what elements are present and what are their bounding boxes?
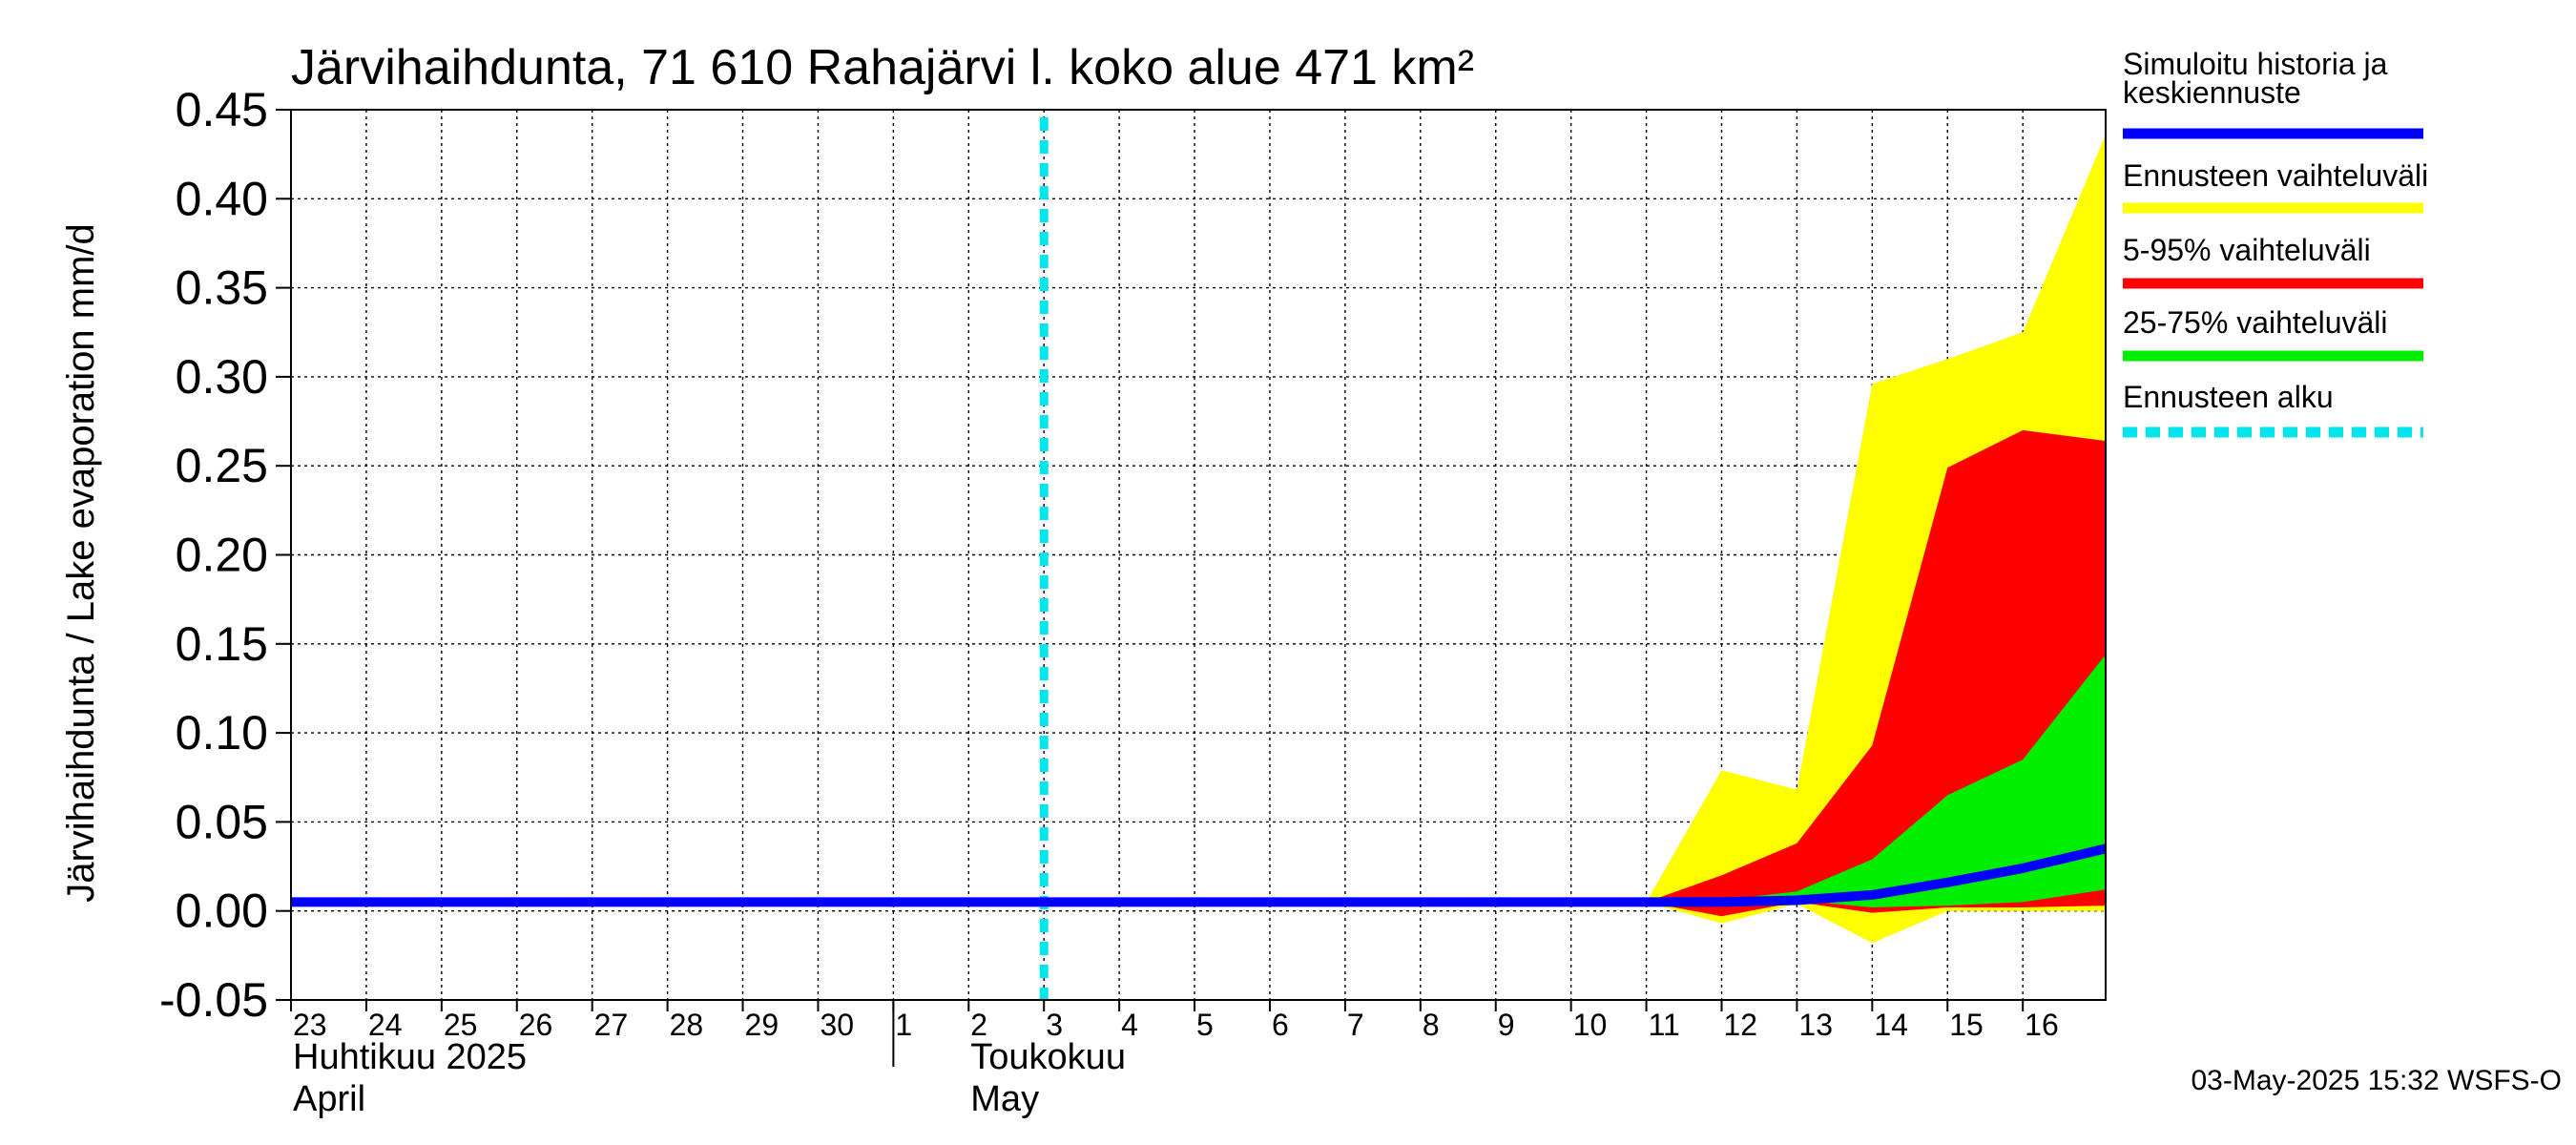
x-tick-label: 3 <box>1046 1008 1063 1042</box>
x-tick-label: 27 <box>594 1008 629 1042</box>
y-axis-label: Järvihaihdunta / Lake evaporation mm/d <box>60 223 102 903</box>
month-label-fi: Huhtikuu 2025 <box>293 1037 527 1077</box>
legend-label: Simuloitu historia ja <box>2123 47 2388 81</box>
axes: -0.05 0.00 0.05 0.10 0.15 0.20 0.25 0.30 0.35 0.4… <box>159 83 2059 1119</box>
month-label-en: May <box>970 1079 1039 1119</box>
x-tick-label: 12 <box>1724 1008 1758 1042</box>
x-tick-label: 1 <box>895 1008 912 1042</box>
y-tick-label: 0.40 <box>176 172 268 225</box>
x-tick-label: 30 <box>820 1008 854 1042</box>
x-tick-label: 6 <box>1272 1008 1289 1042</box>
legend-label: keskiennuste <box>2123 75 2301 110</box>
forecast-bands <box>1646 135 2106 944</box>
x-tick-label: 2 <box>970 1008 987 1042</box>
x-tick-label: 28 <box>670 1008 704 1042</box>
y-tick-label: 0.00 <box>176 885 268 938</box>
x-tick-label: 25 <box>444 1008 478 1042</box>
y-tick-label: 0.15 <box>176 617 268 671</box>
y-tick-label: 0.05 <box>176 795 268 848</box>
band-25-75 <box>1646 655 2106 907</box>
x-tick-label: 16 <box>2025 1008 2059 1042</box>
y-tick-label: 0.45 <box>176 83 268 136</box>
x-tick-label: 8 <box>1423 1008 1440 1042</box>
x-tick-label: 9 <box>1498 1008 1515 1042</box>
y-tick-label: 0.25 <box>176 439 268 492</box>
month-label-en: April <box>293 1079 365 1119</box>
timestamp-footer: 03-May-2025 15:32 WSFS-O <box>2192 1065 2563 1096</box>
legend-label: Ennusteen vaihteluväli <box>2123 158 2428 193</box>
x-tick-label: 7 <box>1347 1008 1364 1042</box>
x-tick-label: 5 <box>1196 1008 1214 1042</box>
month-label-fi: Toukokuu <box>970 1037 1126 1077</box>
y-tick-label: -0.05 <box>159 973 268 1027</box>
x-tick-label: 24 <box>368 1008 403 1042</box>
x-tick-label: 10 <box>1573 1008 1608 1042</box>
y-tick-label: 0.30 <box>176 350 268 404</box>
legend-label: Ennusteen alku <box>2123 380 2334 414</box>
x-tick-label: 13 <box>1798 1008 1833 1042</box>
y-tick-label: 0.10 <box>176 706 268 760</box>
legend-label: 25-75% vaihteluväli <box>2123 305 2388 340</box>
x-tick-label: 26 <box>519 1008 553 1042</box>
y-tick-label: 0.35 <box>176 261 268 315</box>
x-tick-label: 15 <box>1949 1008 1984 1042</box>
chart-title: Järvihaihdunta, 71 610 Rahajärvi l. koko… <box>291 40 1474 95</box>
series-lines <box>291 117 2108 1000</box>
x-tick-label: 4 <box>1121 1008 1138 1042</box>
y-tick-label: 0.20 <box>176 529 268 582</box>
x-tick-label: 23 <box>293 1008 327 1042</box>
x-tick-label: 29 <box>745 1008 779 1042</box>
median-line <box>291 843 2108 907</box>
x-tick-label: 14 <box>1874 1008 1908 1042</box>
legend-label: 5-95% vaihteluväli <box>2123 233 2371 267</box>
x-tick-label: 11 <box>1649 1008 1680 1042</box>
